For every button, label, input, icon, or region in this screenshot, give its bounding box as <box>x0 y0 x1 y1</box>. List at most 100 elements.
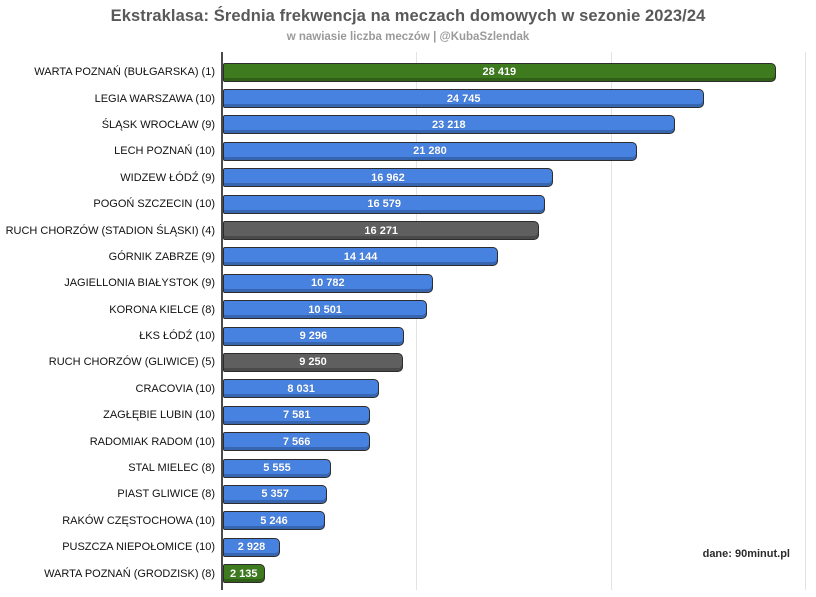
category-label: PUSZCZA NIEPOŁOMICE (10) <box>62 541 215 554</box>
bar: 24 745 <box>223 89 705 109</box>
bar-track: 8 031 <box>223 379 816 399</box>
bar-track: 2 928 <box>223 537 816 557</box>
bar: 7 581 <box>223 405 371 425</box>
bar-row: POGOŃ SZCZECIN (10) 16 579 <box>0 191 816 217</box>
bar: 10 501 <box>223 300 428 320</box>
bar: 28 419 <box>223 62 776 82</box>
source-note: dane: 90minut.pl <box>702 548 790 560</box>
bar: 23 218 <box>223 115 675 135</box>
bar-row: KORONA KIELCE (8) 10 501 <box>0 297 816 323</box>
category-label: WARTA POZNAŃ (BUŁGARSKA) (1) <box>34 66 215 79</box>
bar-value-label: 2 135 <box>229 567 258 580</box>
bar-track: 9 296 <box>223 326 816 346</box>
bar-track: 5 357 <box>223 484 816 504</box>
bar-value-label: 10 782 <box>311 277 345 290</box>
bar-track: 7 566 <box>223 432 816 452</box>
bar-value-label: 9 296 <box>299 330 328 343</box>
bar-value-label: 16 271 <box>364 224 399 237</box>
category-label: RAKÓW CZĘSTOCHOWA (10) <box>62 514 215 527</box>
bar-value-label: 28 419 <box>482 66 517 79</box>
category-label: RUCH CHORZÓW (STADION ŚLĄSKI) (4) <box>5 224 215 237</box>
plot-area: WARTA POZNAŃ (BUŁGARSKA) (1) 28 419 LEGIA … <box>0 52 816 590</box>
bar-value-label: 9 250 <box>299 356 327 369</box>
bar-track: 24 745 <box>223 89 816 109</box>
bar-row: WARTA POZNAŃ (GRODZISK) (8) 2 135 <box>0 560 816 586</box>
bar-track: 16 962 <box>223 168 816 188</box>
y-axis-baseline <box>221 52 223 590</box>
category-label: RADOMIAK RADOM (10) <box>89 435 215 448</box>
category-label: ŚLĄSK WROCŁAW (9) <box>101 118 215 131</box>
bar-row: PUSZCZA NIEPOŁOMICE (10) 2 928 <box>0 534 816 560</box>
bar-value-label: 7 581 <box>282 409 311 422</box>
bar: 16 579 <box>223 194 546 214</box>
category-label: KORONA KIELCE (8) <box>109 303 215 316</box>
bar: 10 782 <box>223 273 433 293</box>
bar: 5 246 <box>223 511 326 531</box>
bar-row: GÓRNIK ZABRZE (9) 14 144 <box>0 244 816 270</box>
bar-track: 10 501 <box>223 300 816 320</box>
bar-value-label: 5 357 <box>261 488 289 501</box>
gridline-20000 <box>610 52 612 590</box>
gridline-10000 <box>416 52 417 590</box>
bar-row: STAL MIELEC (8) 5 555 <box>0 455 816 481</box>
bar: 7 566 <box>223 432 371 452</box>
category-label: CRACOVIA (10) <box>135 382 215 395</box>
bar: 2 928 <box>223 537 280 557</box>
category-label: GÓRNIK ZABRZE (9) <box>108 250 215 263</box>
bar: 8 031 <box>223 379 380 399</box>
bar-value-label: 10 501 <box>308 303 342 316</box>
chart-subtitle: w nawiasie liczba meczów | @KubaSzlendak <box>286 31 530 43</box>
bar-value-label: 21 280 <box>413 145 447 158</box>
bar-track: 7 581 <box>223 405 816 425</box>
bar-track: 2 135 <box>223 564 816 584</box>
bar-row: ŁKS ŁÓDŹ (10) 9 296 <box>0 323 816 349</box>
bar-track: 5 246 <box>223 511 816 531</box>
bar-track: 16 579 <box>223 194 816 214</box>
bar-track: 21 280 <box>223 141 816 161</box>
bar: 5 555 <box>223 458 332 478</box>
bar-value-label: 14 144 <box>343 250 378 263</box>
category-label: LEGIA WARSZAWA (10) <box>94 92 215 105</box>
bar-value-label: 8 031 <box>287 382 315 395</box>
bar-row: WIDZEW ŁÓDŹ (9) 16 962 <box>0 165 816 191</box>
bar: 2 135 <box>223 564 265 584</box>
bar: 5 357 <box>223 484 328 504</box>
bar-value-label: 23 218 <box>431 118 466 131</box>
chart-title: Ekstraklasa: Średnia frekwencja na mecza… <box>110 7 706 25</box>
bar: 9 250 <box>223 352 403 372</box>
bar-row: RADOMIAK RADOM (10) 7 566 <box>0 428 816 454</box>
category-label: ZAGŁĘBIE LUBIN (10) <box>103 409 215 422</box>
bar-row: LECH POZNAŃ (10) 21 280 <box>0 138 816 164</box>
bar-value-label: 5 246 <box>260 514 288 527</box>
category-label: POGOŃ SZCZECIN (10) <box>93 198 215 211</box>
bar: 21 280 <box>223 141 637 161</box>
bar-row: JAGIELLONIA BIAŁYSTOK (9) 10 782 <box>0 270 816 296</box>
bar-track: 23 218 <box>223 115 816 135</box>
bar-value-label: 16 579 <box>367 198 402 211</box>
bar-row: PIAST GLIWICE (8) 5 357 <box>0 481 816 507</box>
category-label: JAGIELLONIA BIAŁYSTOK (9) <box>64 277 215 290</box>
bar-row: RAKÓW CZĘSTOCHOWA (10) 5 246 <box>0 508 816 534</box>
bar-row: WARTA POZNAŃ (BUŁGARSKA) (1) 28 419 <box>0 59 816 85</box>
category-label: ŁKS ŁÓDŹ (10) <box>139 330 215 343</box>
bar-row: ZAGŁĘBIE LUBIN (10) 7 581 <box>0 402 816 428</box>
bar: 16 962 <box>223 168 553 188</box>
bar: 16 271 <box>223 221 540 241</box>
bar-track: 5 555 <box>223 458 816 478</box>
category-label: RUCH CHORZÓW (GLIWICE) (5) <box>48 356 215 369</box>
bar: 14 144 <box>223 247 499 267</box>
bar-row: CRACOVIA (10) 8 031 <box>0 376 816 402</box>
bar-value-label: 5 555 <box>263 462 291 475</box>
category-label: PIAST GLIWICE (8) <box>117 488 215 501</box>
bar-row: RUCH CHORZÓW (GLIWICE) (5) 9 250 <box>0 349 816 375</box>
bar-track: 28 419 <box>223 62 816 82</box>
category-label: WARTA POZNAŃ (GRODZISK) (8) <box>44 567 215 580</box>
bar-value-label: 24 745 <box>446 92 481 105</box>
bar-track: 10 782 <box>223 273 816 293</box>
bar-value-label: 16 962 <box>371 171 405 184</box>
bar-track: 14 144 <box>223 247 816 267</box>
bar-row: ŚLĄSK WROCŁAW (9) 23 218 <box>0 112 816 138</box>
bar-row: RUCH CHORZÓW (STADION ŚLĄSKI) (4) 16 271 <box>0 217 816 243</box>
bar: 9 296 <box>223 326 404 346</box>
bar-value-label: 2 928 <box>237 541 266 554</box>
